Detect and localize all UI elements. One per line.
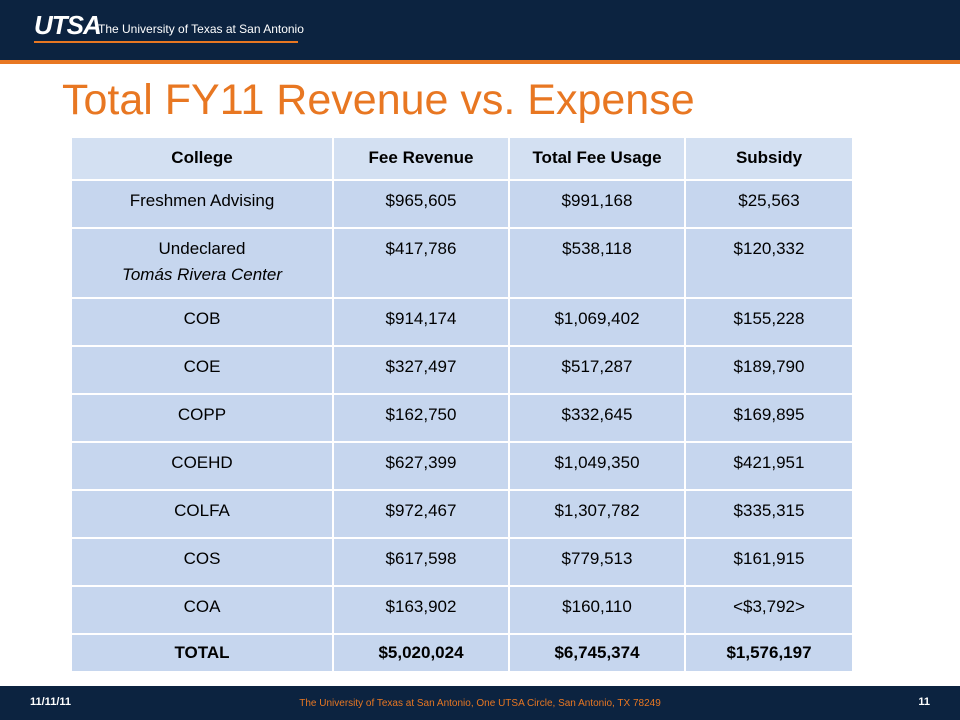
table-cell: $965,605 — [332, 179, 510, 229]
table-row: Freshmen Advising $965,605 $991,168 $25,563 — [70, 179, 854, 229]
table-cell: COB — [70, 297, 334, 347]
table-cell: COLFA — [70, 489, 334, 539]
column-header: Subsidy — [684, 136, 854, 181]
table-cell: COS — [70, 537, 334, 587]
table-cell: <$3,792> — [684, 585, 854, 635]
table-cell: $421,951 — [684, 441, 854, 491]
table-cell: $169,895 — [684, 393, 854, 443]
table-cell: $914,174 — [332, 297, 510, 347]
table-cell: $25,563 — [684, 179, 854, 229]
table-row: COS $617,598 $779,513 $161,915 — [70, 537, 854, 587]
footer-address: The University of Texas at San Antonio, … — [299, 698, 661, 709]
logo-underline — [34, 41, 298, 43]
table-cell: $161,915 — [684, 537, 854, 587]
table-row: COEHD $627,399 $1,049,350 $421,951 — [70, 441, 854, 491]
table-cell: $327,497 — [332, 345, 510, 395]
table-cell: $627,399 — [332, 441, 510, 491]
slide-title: Total FY11 Revenue vs. Expense — [62, 76, 695, 124]
table-cell: COE — [70, 345, 334, 395]
total-cell: $5,020,024 — [332, 633, 510, 673]
table-row: COLFA $972,467 $1,307,782 $335,315 — [70, 489, 854, 539]
table-cell: $163,902 — [332, 585, 510, 635]
cell-line: Undeclared — [158, 239, 246, 258]
table-cell: $155,228 — [684, 297, 854, 347]
revenue-table: College Fee Revenue Total Fee Usage Subsidy… — [70, 136, 854, 673]
table-cell: COPP — [70, 393, 334, 443]
table-cell: $417,786 — [332, 227, 510, 299]
table-cell: COA — [70, 585, 334, 635]
table-cell: Freshmen Advising — [70, 179, 334, 229]
table-row: COA $163,902 $160,110 <$3,792> — [70, 585, 854, 635]
footer-date: 11/11/11 — [30, 696, 71, 708]
table-cell: $120,332 — [684, 227, 854, 299]
column-header: College — [70, 136, 334, 181]
table-cell: $517,287 — [508, 345, 686, 395]
table-row: Undeclared Tomás Rivera Center $417,786 $53… — [70, 227, 854, 299]
table-cell: COEHD — [70, 441, 334, 491]
table-cell: $538,118 — [508, 227, 686, 299]
table-cell: $335,315 — [684, 489, 854, 539]
cell-line: Tomás Rivera Center — [122, 265, 282, 284]
university-name: The University of Texas at San Antonio — [98, 22, 304, 36]
table-cell: $332,645 — [508, 393, 686, 443]
table-cell: $1,049,350 — [508, 441, 686, 491]
table-cell: $1,069,402 — [508, 297, 686, 347]
table-row: College Fee Revenue Total Fee Usage Subsidy — [70, 136, 854, 181]
column-header: Total Fee Usage — [508, 136, 686, 181]
table-cell: $779,513 — [508, 537, 686, 587]
table-row: COB $914,174 $1,069,402 $155,228 — [70, 297, 854, 347]
table-row: COE $327,497 $517,287 $189,790 — [70, 345, 854, 395]
total-cell: $1,576,197 — [684, 633, 854, 673]
total-cell: TOTAL — [70, 633, 334, 673]
table-cell: $189,790 — [684, 345, 854, 395]
table-cell: $160,110 — [508, 585, 686, 635]
table-row: COPP $162,750 $332,645 $169,895 — [70, 393, 854, 443]
table-cell: $162,750 — [332, 393, 510, 443]
header-bar: UTSA The University of Texas at San Anto… — [0, 0, 960, 64]
total-cell: $6,745,374 — [508, 633, 686, 673]
table-cell: Undeclared Tomás Rivera Center — [70, 227, 334, 299]
footer-bar: 11/11/11 The University of Texas at San … — [0, 686, 960, 720]
table-cell: $1,307,782 — [508, 489, 686, 539]
logo: UTSA — [34, 10, 102, 40]
column-header: Fee Revenue — [332, 136, 510, 181]
page-number: 11 — [918, 696, 930, 708]
table-cell: $617,598 — [332, 537, 510, 587]
table-cell: $991,168 — [508, 179, 686, 229]
table-cell: $972,467 — [332, 489, 510, 539]
table-row: TOTAL $5,020,024 $6,745,374 $1,576,197 — [70, 633, 854, 673]
